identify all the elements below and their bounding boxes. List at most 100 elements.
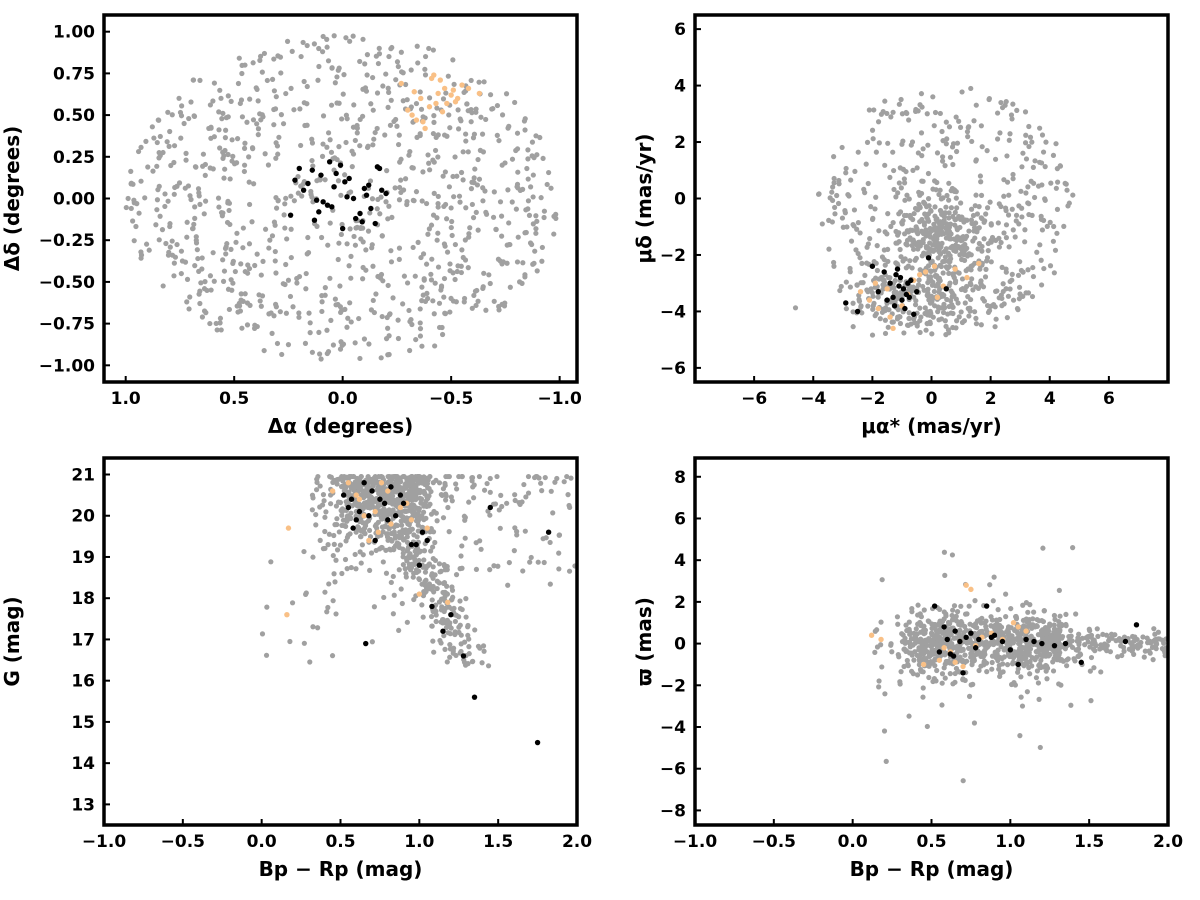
pm-field-point <box>871 259 877 265</box>
cmd-field-point <box>443 473 449 480</box>
cmd-field-point <box>433 618 439 625</box>
sky-field-point <box>211 134 217 140</box>
cmd-field-point <box>548 488 554 494</box>
pm-highlight-point <box>872 280 879 286</box>
pm-field-point <box>965 266 971 272</box>
sky-field-point <box>440 173 446 179</box>
cmd-field-point <box>326 531 332 537</box>
pm-field-point <box>885 246 891 253</box>
cmd-field-point <box>422 491 428 497</box>
sky-field-point <box>369 242 375 248</box>
sky-field-point <box>273 94 279 100</box>
pm-field-point <box>1042 197 1048 203</box>
sky-field-point <box>460 149 466 155</box>
cmd-field-point <box>443 497 449 503</box>
pm-highlight-point <box>964 274 970 281</box>
sky-field-point <box>288 193 294 199</box>
sky-field-point <box>397 184 403 191</box>
plx-field-point <box>999 655 1005 662</box>
sky-field-point <box>250 117 257 123</box>
sky-field-point <box>413 189 420 195</box>
cmd-field-point <box>419 581 425 587</box>
plx-field-point <box>994 651 1000 657</box>
cmd-field-point <box>410 474 416 480</box>
sky-field-point <box>225 114 231 120</box>
plx-field-point <box>960 647 966 653</box>
plx-field-point <box>1120 644 1127 650</box>
sky-field-point <box>154 163 160 169</box>
plx-field-point <box>977 616 983 623</box>
sky-field-point <box>219 116 225 122</box>
pm-field-point <box>930 94 936 100</box>
pm-field-point <box>1061 223 1067 229</box>
cmd-member-point <box>356 508 363 515</box>
sky-field-point <box>507 284 513 290</box>
plx-field-point <box>908 635 915 642</box>
cmd-field-point <box>469 659 476 665</box>
cmd-field-point <box>408 491 415 497</box>
plx-field-point <box>1033 675 1040 681</box>
cmd-field-point <box>411 570 417 576</box>
sky-y-tick-label: −0.75 <box>39 315 95 335</box>
sky-field-point <box>444 249 451 255</box>
sky-field-point <box>216 109 222 115</box>
sky-field-point <box>398 177 404 183</box>
sky-field-point <box>143 138 149 144</box>
sky-field-point <box>494 102 501 109</box>
cmd-member-point <box>381 500 388 507</box>
cmd-field-point <box>333 611 339 617</box>
pm-field-point <box>1044 223 1050 229</box>
pm-field-point <box>937 187 943 193</box>
sky-field-point <box>302 340 309 346</box>
sky-field-point <box>368 101 374 107</box>
pm-field-point <box>947 257 953 263</box>
sky-field-point <box>541 208 548 214</box>
sky-field-point <box>202 161 208 168</box>
cmd-y-tick-label: 21 <box>71 465 95 485</box>
sky-field-point <box>145 164 151 170</box>
pm-field-point <box>910 167 916 173</box>
pm-field-point <box>1029 139 1035 145</box>
sky-field-point <box>397 159 403 165</box>
pm-field-point <box>1023 156 1030 162</box>
sky-field-point <box>226 306 232 313</box>
sky-field-point <box>458 118 464 124</box>
pm-field-point <box>1004 179 1011 185</box>
cmd-field-point <box>512 497 518 504</box>
pm-field-point <box>934 273 940 279</box>
cmd-field-point <box>504 500 510 506</box>
sky-field-point <box>239 62 245 69</box>
cmd-field-point <box>550 510 556 516</box>
pm-field-point <box>816 191 822 197</box>
cmd-field-point <box>471 495 477 501</box>
sky-field-point <box>215 195 222 201</box>
cmd-member-point <box>460 653 467 659</box>
cmd-field-point <box>463 596 469 602</box>
cmd-field-point <box>441 633 447 639</box>
sky-field-point <box>468 119 474 125</box>
cmd-member-point <box>534 739 541 746</box>
pm-field-point <box>881 306 887 312</box>
pm-field-point <box>946 210 952 216</box>
pm-field-point <box>897 320 904 327</box>
pm-field-point <box>983 266 989 272</box>
plx-field-point <box>942 572 948 579</box>
sky-field-point <box>357 58 363 65</box>
sky-field-point <box>473 109 479 115</box>
pm-field-point <box>943 119 949 125</box>
plx-member-point <box>1051 642 1058 649</box>
plx-highlight-point <box>1010 620 1017 626</box>
pm-field-point <box>1041 265 1047 272</box>
cmd-field-point <box>398 586 404 592</box>
cmd-field-point <box>561 479 567 485</box>
pm-member-point <box>843 300 849 306</box>
sky-member-point <box>296 165 302 172</box>
sky-field-point <box>497 258 503 264</box>
pm-member-point <box>884 297 890 303</box>
pm-field-point <box>1038 216 1045 223</box>
sky-field-point <box>240 225 246 231</box>
pm-field-point <box>969 276 975 282</box>
sky-field-point <box>422 66 428 72</box>
plx-field-point <box>1115 654 1121 660</box>
